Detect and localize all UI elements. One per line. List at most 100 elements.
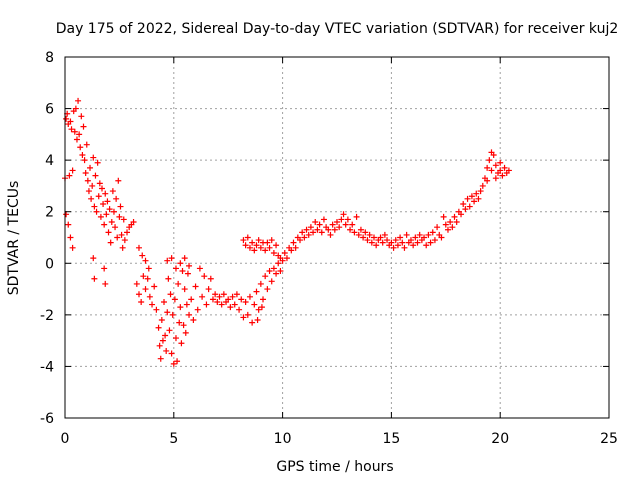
data-point bbox=[83, 141, 90, 148]
data-point bbox=[135, 291, 142, 298]
data-point bbox=[140, 273, 147, 280]
tick-labels: 0 5 10 15 20 25 -6 -4 -2 0 2 4 6 8 bbox=[40, 50, 618, 447]
data-point bbox=[407, 237, 414, 244]
data-point bbox=[360, 234, 367, 241]
data-point bbox=[468, 193, 475, 200]
data-point bbox=[444, 226, 451, 233]
data-point bbox=[177, 260, 184, 267]
data-point bbox=[103, 211, 110, 218]
data-point bbox=[119, 244, 126, 251]
data-point bbox=[139, 252, 146, 259]
data-point bbox=[117, 203, 124, 210]
data-point bbox=[249, 239, 256, 246]
data-point bbox=[190, 317, 197, 324]
data-point bbox=[244, 311, 251, 318]
data-point bbox=[477, 188, 484, 195]
data-point bbox=[75, 97, 82, 104]
data-point bbox=[216, 293, 223, 300]
data-point bbox=[138, 298, 145, 305]
data-point bbox=[336, 224, 343, 231]
data-point bbox=[225, 296, 232, 303]
data-point bbox=[299, 229, 306, 236]
data-point bbox=[262, 247, 269, 254]
data-point bbox=[431, 237, 438, 244]
data-point bbox=[92, 172, 99, 179]
x-tick-label: 0 bbox=[61, 431, 70, 447]
data-point bbox=[90, 154, 97, 161]
data-point bbox=[159, 337, 166, 344]
data-point bbox=[67, 234, 74, 241]
y-tick-label: 4 bbox=[45, 153, 54, 169]
data-point bbox=[112, 224, 119, 231]
data-point bbox=[329, 221, 336, 228]
data-point bbox=[279, 257, 286, 264]
data-point bbox=[254, 317, 261, 324]
y-axis-label: SDTVAR / TECUs bbox=[6, 181, 22, 296]
data-point bbox=[410, 242, 417, 249]
data-point bbox=[264, 239, 271, 246]
data-point bbox=[174, 358, 181, 365]
data-point bbox=[161, 298, 168, 305]
data-point bbox=[453, 219, 460, 226]
data-point bbox=[325, 226, 332, 233]
data-point bbox=[163, 347, 170, 354]
data-point bbox=[115, 177, 122, 184]
data-point bbox=[270, 265, 277, 272]
data-point bbox=[416, 231, 423, 238]
data-point bbox=[303, 226, 310, 233]
data-point bbox=[188, 296, 195, 303]
data-point bbox=[130, 219, 137, 226]
data-point bbox=[458, 211, 465, 218]
data-point bbox=[312, 219, 319, 226]
data-point bbox=[236, 306, 243, 313]
data-point bbox=[77, 144, 84, 151]
data-point bbox=[316, 221, 323, 228]
data-point bbox=[447, 219, 454, 226]
data-point bbox=[196, 265, 203, 272]
data-point bbox=[168, 255, 175, 262]
data-point bbox=[101, 265, 108, 272]
data-point bbox=[377, 234, 384, 241]
data-point bbox=[307, 224, 314, 231]
data-point bbox=[338, 216, 345, 223]
data-point bbox=[399, 239, 406, 246]
data-point bbox=[257, 280, 264, 287]
data-point bbox=[392, 237, 399, 244]
data-point bbox=[183, 301, 190, 308]
data-point bbox=[178, 340, 185, 347]
data-point bbox=[179, 268, 186, 275]
data-point bbox=[145, 265, 152, 272]
data-point bbox=[331, 226, 338, 233]
y-tick-label: 2 bbox=[45, 205, 54, 221]
data-point bbox=[257, 244, 264, 251]
data-point bbox=[172, 335, 179, 342]
data-point bbox=[124, 229, 131, 236]
data-point bbox=[251, 301, 258, 308]
data-point bbox=[364, 237, 371, 244]
data-point bbox=[283, 255, 290, 262]
data-point bbox=[164, 257, 171, 264]
data-point bbox=[108, 219, 115, 226]
data-point bbox=[255, 237, 262, 244]
data-point bbox=[94, 159, 101, 166]
data-point bbox=[69, 244, 76, 251]
data-point bbox=[362, 229, 369, 236]
data-point bbox=[100, 200, 107, 207]
data-point bbox=[505, 167, 512, 174]
data-point bbox=[290, 239, 297, 246]
data-point bbox=[460, 200, 467, 207]
data-point bbox=[207, 275, 214, 282]
data-point bbox=[492, 175, 499, 182]
data-point bbox=[438, 234, 445, 241]
data-point bbox=[490, 151, 497, 158]
data-point bbox=[327, 231, 334, 238]
data-point bbox=[89, 182, 96, 189]
data-point bbox=[68, 126, 75, 133]
data-point bbox=[220, 291, 227, 298]
data-point bbox=[238, 296, 245, 303]
data-point bbox=[177, 304, 184, 311]
data-point bbox=[262, 273, 269, 280]
data-point bbox=[172, 265, 179, 272]
x-axis-label: GPS time / hours bbox=[276, 459, 393, 475]
data-point bbox=[423, 242, 430, 249]
